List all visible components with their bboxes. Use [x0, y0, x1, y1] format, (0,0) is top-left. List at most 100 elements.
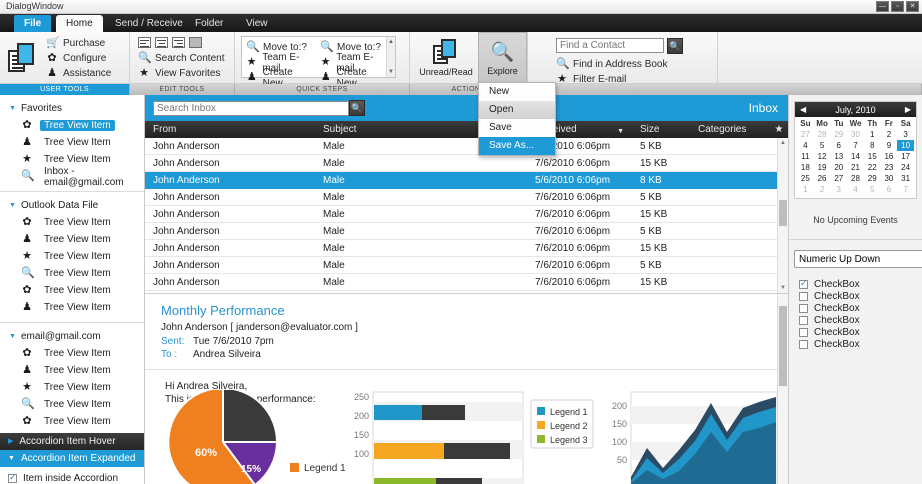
quick-steps-scrollbar[interactable]: ▲ ▼	[386, 37, 395, 77]
scroll-down-icon[interactable]: ▼	[388, 69, 394, 75]
calendar-day[interactable]: 27	[834, 174, 844, 183]
calendar-day[interactable]: 1	[869, 130, 875, 139]
calendar-day[interactable]: 18	[800, 163, 810, 172]
find-contact-input[interactable]	[556, 38, 664, 53]
sidebar-header-email[interactable]: ▼ email@gmail.com	[0, 328, 144, 345]
reading-pane-scrollbar[interactable]	[777, 294, 788, 484]
table-row[interactable]: John Anderson Male 7/6/2010 6:06pm 5 KB	[145, 138, 788, 155]
menu-item-save-as[interactable]: Save As...	[479, 137, 555, 155]
team-email-button[interactable]: ★ Team E-mail	[246, 52, 314, 74]
create-new-button-2[interactable]: ♟ Create New	[320, 67, 388, 89]
calendar-day[interactable]: 4	[853, 185, 858, 194]
tab-home[interactable]: Home	[56, 15, 103, 32]
calendar-day[interactable]: 5	[819, 141, 825, 150]
calendar-day[interactable]: 28	[851, 174, 860, 183]
calendar-next-button[interactable]: ▶	[904, 105, 911, 114]
sidebar-item-inbox[interactable]: 🔍 Inbox - email@gmail.com	[0, 166, 144, 188]
calendar-day[interactable]: 26	[817, 174, 827, 183]
calendar-day[interactable]: 6	[836, 141, 841, 150]
accordion-item-hover[interactable]: ▶ Accordion Item Hover	[0, 433, 144, 450]
tab-send-receive[interactable]: Send / Receive	[115, 18, 183, 29]
calendar-day[interactable]: 1	[803, 185, 808, 194]
tab-file[interactable]: File	[14, 15, 52, 32]
calendar-day[interactable]: 11	[801, 152, 810, 161]
column-header-subject[interactable]: Subject	[323, 124, 357, 135]
filter-email-button[interactable]: ★ Filter E-mail	[556, 72, 717, 87]
calendar-day[interactable]: 24	[901, 163, 911, 172]
calendar-prev-button[interactable]: ◀	[800, 105, 807, 114]
group-label-user-tools[interactable]: USER TOOLS	[0, 84, 130, 95]
accordion-item-expanded[interactable]: ▼ Accordion Item Expanded	[0, 450, 144, 467]
calendar-day[interactable]: 9	[886, 141, 892, 150]
close-button[interactable]: ✕	[906, 1, 919, 12]
calendar-day[interactable]: 20	[834, 163, 844, 172]
tab-view[interactable]: View	[246, 18, 268, 29]
checkbox-icon[interactable]	[799, 278, 808, 289]
sidebar-item-email-4[interactable]: ✿ Tree View Item	[0, 413, 144, 430]
calendar-day[interactable]: 2	[819, 185, 825, 194]
purchase-button[interactable]: 🛒 Purchase	[46, 36, 111, 51]
align-left-icon[interactable]	[138, 37, 151, 48]
move-to-button[interactable]: 🔍 Move to:?	[246, 40, 314, 55]
sidebar-item-favorites-0[interactable]: ✿ Tree View Item	[0, 117, 144, 134]
checkbox-icon[interactable]	[799, 303, 808, 313]
align-right-icon[interactable]	[172, 37, 185, 48]
calendar-day[interactable]: 12	[817, 152, 827, 161]
calendar-day[interactable]: 17	[901, 152, 911, 161]
calendar-day[interactable]: 21	[851, 163, 860, 172]
calendar-day[interactable]: 29	[867, 174, 877, 183]
calendar-day[interactable]: 2	[886, 130, 892, 139]
calendar-day[interactable]: 30	[851, 130, 860, 139]
table-row[interactable]: John Anderson Male 7/6/2010 6:06pm 5 KB	[145, 189, 788, 206]
calendar-day[interactable]: 7	[903, 185, 908, 194]
sidebar-item-favorites-2[interactable]: ★ Tree View Item	[0, 151, 144, 168]
sidebar-item-email-1[interactable]: ♟ Tree View Item	[0, 362, 144, 379]
explore-button[interactable]: 🔍 Explore	[478, 32, 527, 84]
table-row[interactable]: John Anderson Male 7/6/2010 6:06pm 15 KB	[145, 240, 788, 257]
view-favorites-button[interactable]: ★ View Favorites	[138, 66, 234, 81]
calendar-day[interactable]: 3	[903, 130, 908, 139]
accordion-checkbox[interactable]	[8, 472, 17, 483]
checkbox-icon[interactable]	[799, 339, 808, 349]
checkbox-row[interactable]: CheckBox	[799, 302, 922, 314]
scroll-up-icon[interactable]: ▲	[388, 39, 394, 45]
sidebar-item-email-0[interactable]: ✿ Tree View Item	[0, 345, 144, 362]
checkbox-icon[interactable]	[799, 291, 808, 301]
group-label-edit-tools[interactable]: EDIT TOOLS	[130, 84, 235, 95]
scrollbar-thumb[interactable]	[779, 200, 787, 226]
table-row[interactable]: John Anderson Male 7/6/2010 6:06pm 5 KB	[145, 257, 788, 274]
calendar-day[interactable]: 31	[901, 174, 911, 183]
checkbox-row[interactable]: CheckBox	[799, 338, 922, 350]
table-row[interactable]: John Anderson Male 5/6/2010 6:06pm 8 KB	[145, 172, 788, 189]
calendar-day[interactable]: 29	[834, 130, 844, 139]
minimize-button[interactable]: —	[876, 1, 889, 12]
table-row[interactable]: John Anderson Male 7/6/2010 6:06pm 15 KB	[145, 155, 788, 172]
calendar-day[interactable]: 14	[851, 152, 860, 161]
calendar-day[interactable]: 4	[803, 141, 808, 150]
checkbox-row[interactable]: CheckBox	[799, 278, 922, 290]
sidebar-item-outlook-4[interactable]: ✿ Tree View Item	[0, 282, 144, 299]
sidebar-item-favorites-1[interactable]: ♟ Tree View Item	[0, 134, 144, 151]
align-center-icon[interactable]	[155, 37, 168, 48]
calendar-day[interactable]: 8	[869, 141, 875, 150]
create-new-button[interactable]: ♟ Create New	[246, 67, 314, 89]
numeric-input[interactable]	[794, 250, 922, 268]
sidebar-item-outlook-3[interactable]: 🔍 Tree View Item	[0, 265, 144, 282]
calendar-day[interactable]: 28	[817, 130, 827, 139]
checkbox-row[interactable]: CheckBox	[799, 314, 922, 326]
sidebar-header-favorites[interactable]: ▼ Favorites	[0, 100, 144, 117]
calendar-day[interactable]: 3	[836, 185, 841, 194]
sidebar-item-outlook-1[interactable]: ♟ Tree View Item	[0, 231, 144, 248]
checkbox-row[interactable]: CheckBox	[799, 290, 922, 302]
calendar-day[interactable]: 22	[867, 163, 877, 172]
table-row[interactable]: John Anderson Male 7/6/2010 6:06pm 15 KB	[145, 274, 788, 291]
find-contact-search-button[interactable]: 🔍	[667, 38, 683, 54]
fill-color-icon[interactable]	[189, 37, 202, 48]
search-icon[interactable]: 🔍	[349, 100, 365, 116]
calendar-day[interactable]: 10	[897, 140, 914, 151]
move-to-button-2[interactable]: 🔍 Move to:?	[320, 40, 388, 55]
calendar-day[interactable]: 15	[867, 152, 877, 161]
sidebar-item-outlook-2[interactable]: ★ Tree View Item	[0, 248, 144, 265]
calendar-day[interactable]: 13	[834, 152, 844, 161]
column-header-from[interactable]: From	[153, 124, 177, 135]
